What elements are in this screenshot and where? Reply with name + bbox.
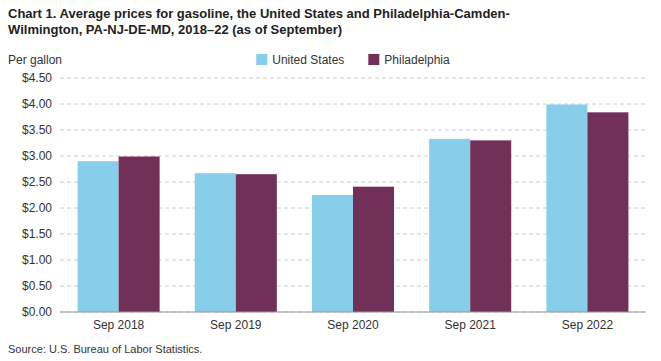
x-tick-label: Sep 2018 — [93, 318, 145, 332]
title-line: Wilmington, PA-NJ-DE-MD, 2018–22 (as of … — [8, 22, 342, 37]
legend-swatch — [256, 54, 267, 65]
bar — [78, 161, 119, 312]
y-tick-label: $2.50 — [22, 175, 52, 189]
grid-line — [60, 312, 646, 313]
x-tick-label: Sep 2021 — [445, 318, 497, 332]
legend-label: United States — [272, 53, 344, 67]
x-tick-label: Sep 2019 — [210, 318, 262, 332]
grid — [60, 78, 646, 312]
bar — [546, 105, 587, 312]
bar — [353, 187, 394, 312]
y-tick-label: $4.50 — [22, 71, 52, 85]
y-tick-label: $0.50 — [22, 279, 52, 293]
y-tick-label: $2.00 — [22, 201, 52, 215]
bar — [236, 174, 277, 312]
title-line: Chart 1. Average prices for gasoline, th… — [8, 6, 510, 21]
legend-label: Philadelphia — [384, 53, 450, 67]
x-tick-label: Sep 2020 — [327, 318, 379, 332]
x-tick-label: Sep 2022 — [562, 318, 614, 332]
bars — [78, 105, 629, 312]
y-tick-label: $3.00 — [22, 149, 52, 163]
bar — [119, 157, 160, 312]
y-tick-label: $1.00 — [22, 253, 52, 267]
bar — [429, 139, 470, 312]
chart: Chart 1. Average prices for gasoline, th… — [0, 0, 661, 361]
y-tick-label: $1.50 — [22, 227, 52, 241]
y-tick-label: $4.00 — [22, 97, 52, 111]
legend-swatch — [368, 54, 379, 65]
legend-item: Philadelphia — [368, 53, 450, 67]
title: Chart 1. Average prices for gasoline, th… — [8, 6, 510, 37]
bar — [587, 112, 628, 312]
legend-item: United States — [256, 53, 344, 67]
x-axis-line — [60, 312, 646, 313]
bar — [470, 140, 511, 312]
grid-line — [60, 78, 646, 79]
bar — [312, 195, 353, 312]
y-tick-label: $0.00 — [22, 305, 52, 319]
bar — [195, 173, 236, 312]
grid-line — [60, 104, 646, 105]
y-tick-label: $3.50 — [22, 123, 52, 137]
chart-container: Chart 1. Average prices for gasoline, th… — [0, 0, 661, 361]
source-note: Source: U.S. Bureau of Labor Statistics. — [8, 343, 202, 355]
legend: United States Philadelphia — [256, 53, 450, 67]
y-axis-label: Per gallon — [8, 53, 62, 67]
